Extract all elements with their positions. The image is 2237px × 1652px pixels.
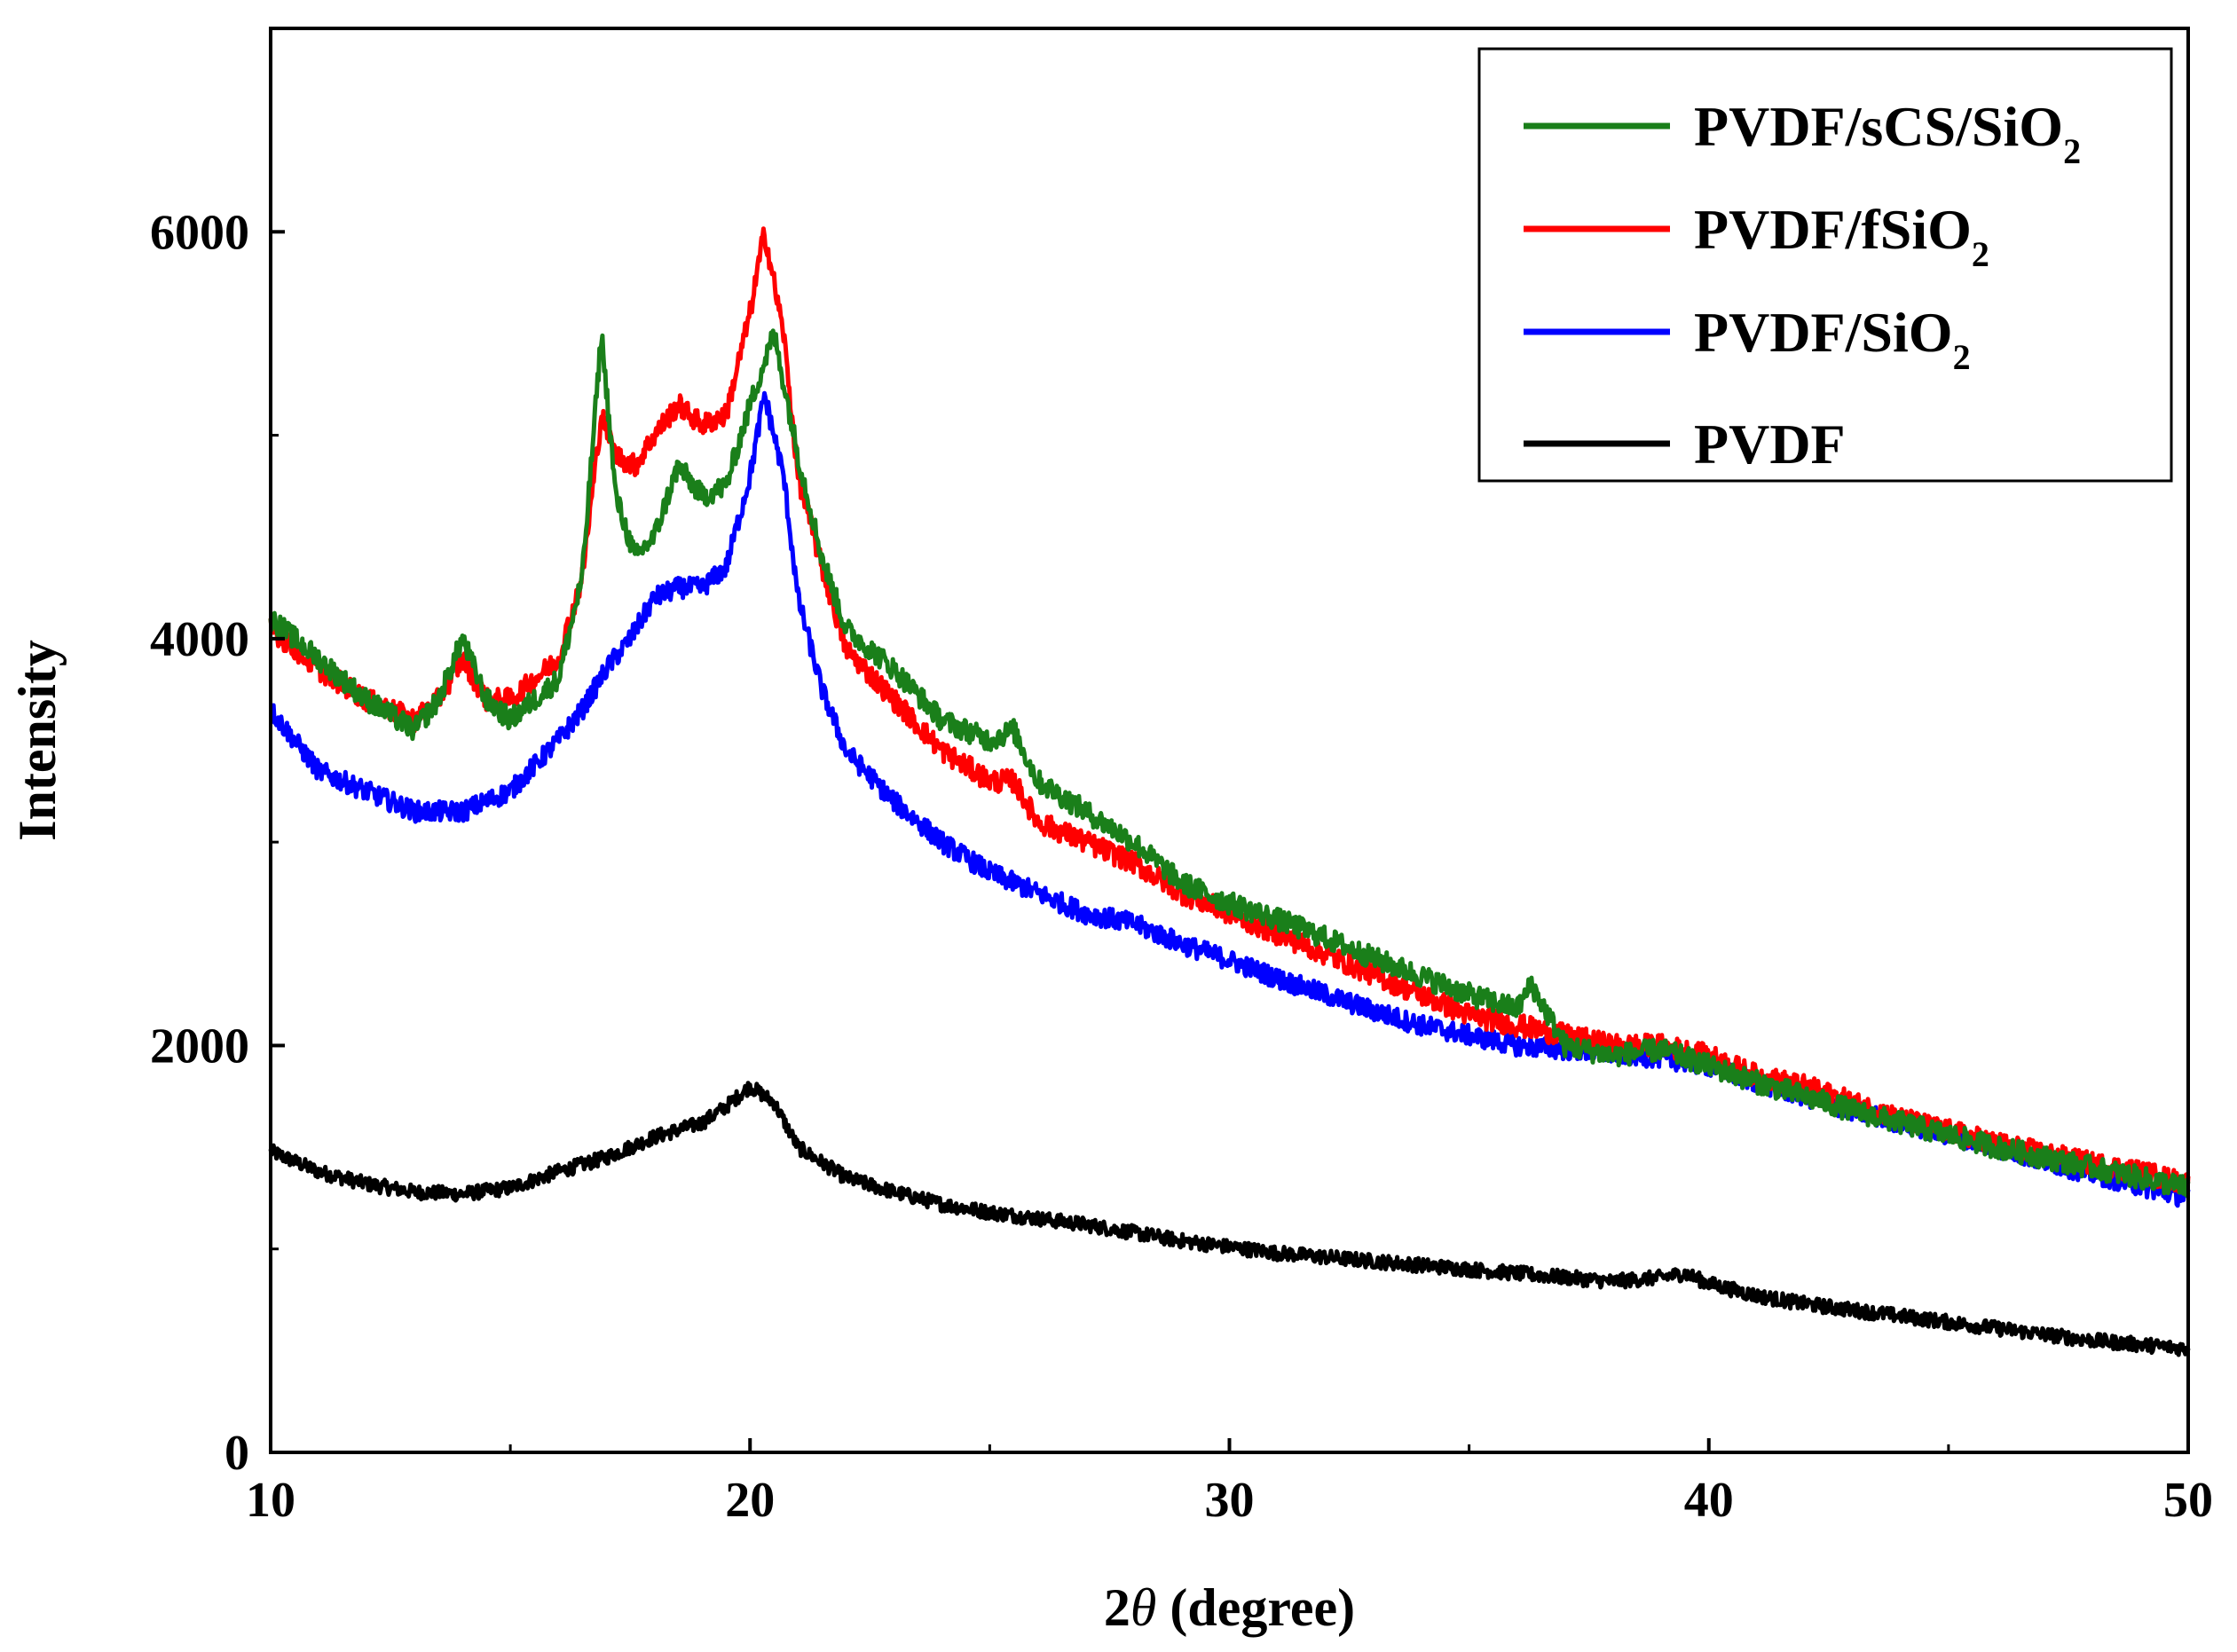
y-tick-label: 4000 (150, 612, 249, 667)
legend-entry: PVDF (1694, 413, 1846, 476)
y-tick-label: 0 (224, 1426, 249, 1481)
plot-frame (269, 27, 2190, 1454)
plot-marks (268, 226, 2191, 1357)
y-axis-title: Intensity (8, 640, 67, 841)
y-tick-label: 6000 (150, 205, 249, 260)
series-line-pvdf-scs-sio2 (268, 328, 2191, 1198)
x-tick-label: 50 (2163, 1473, 2213, 1528)
legend: PVDF/sCS/SiO2 PVDF/fSiO2 PVDF/SiO2 PVDF (1477, 47, 2173, 483)
axis-ticks: 10 20 30 40 50 0 2000 4000 6000 (150, 205, 2213, 1528)
series-line-pvdf (268, 1081, 2191, 1357)
legend-entry: PVDF/fSiO2 (1694, 198, 1989, 274)
legend-box (1477, 47, 2173, 483)
legend-entry: PVDF/sCS/SiO2 (1694, 95, 2081, 171)
x-axis-title: 2θ (degree) (1104, 1578, 1355, 1637)
x-tick-label: 10 (246, 1473, 295, 1528)
y-tick-label: 2000 (150, 1019, 249, 1074)
x-tick-label: 40 (1684, 1473, 1734, 1528)
x-tick-label: 30 (1205, 1473, 1255, 1528)
series-line-pvdf-sio2 (269, 390, 2191, 1208)
legend-entry: PVDF/SiO2 (1694, 301, 1971, 377)
x-tick-label: 20 (725, 1473, 775, 1528)
